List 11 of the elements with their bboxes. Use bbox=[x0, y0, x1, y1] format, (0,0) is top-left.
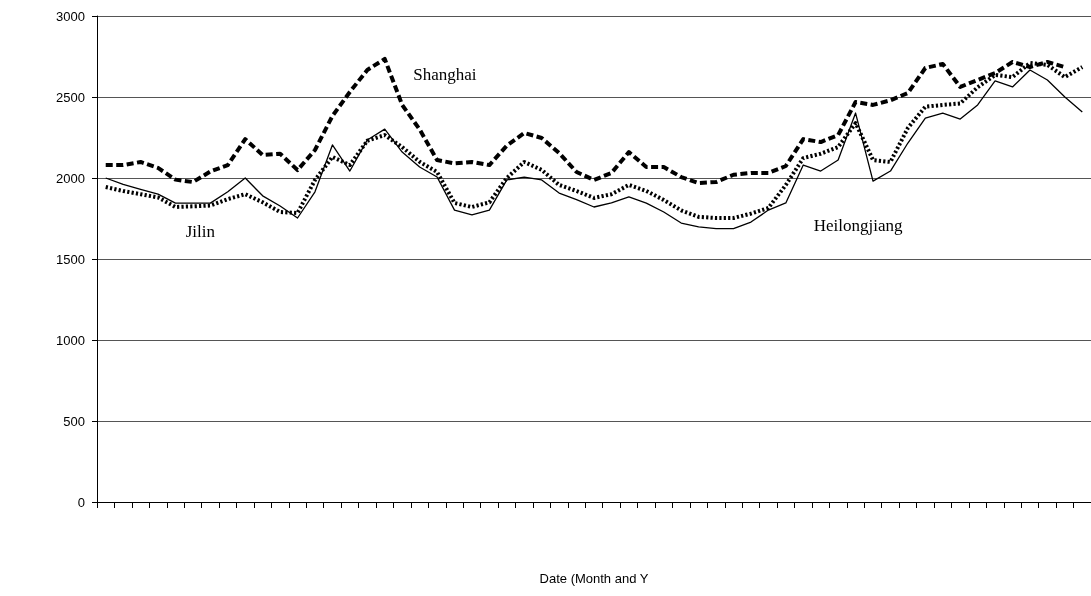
series-label: Heilongjiang bbox=[813, 216, 904, 236]
y-tick-label: 3000 bbox=[56, 8, 85, 24]
x-axis-title: Date (Month and Y bbox=[539, 571, 649, 586]
y-tick-label: 500 bbox=[63, 413, 85, 429]
series-label: Shanghai bbox=[413, 65, 477, 85]
y-tick-label: 0 bbox=[77, 494, 85, 510]
y-tick-label: 2500 bbox=[56, 89, 85, 105]
y-tick-label: 2000 bbox=[56, 170, 85, 186]
y-tick-label: 1500 bbox=[56, 251, 85, 267]
y-tick-label: 1000 bbox=[56, 332, 85, 348]
series-label: Jilin bbox=[185, 221, 216, 241]
